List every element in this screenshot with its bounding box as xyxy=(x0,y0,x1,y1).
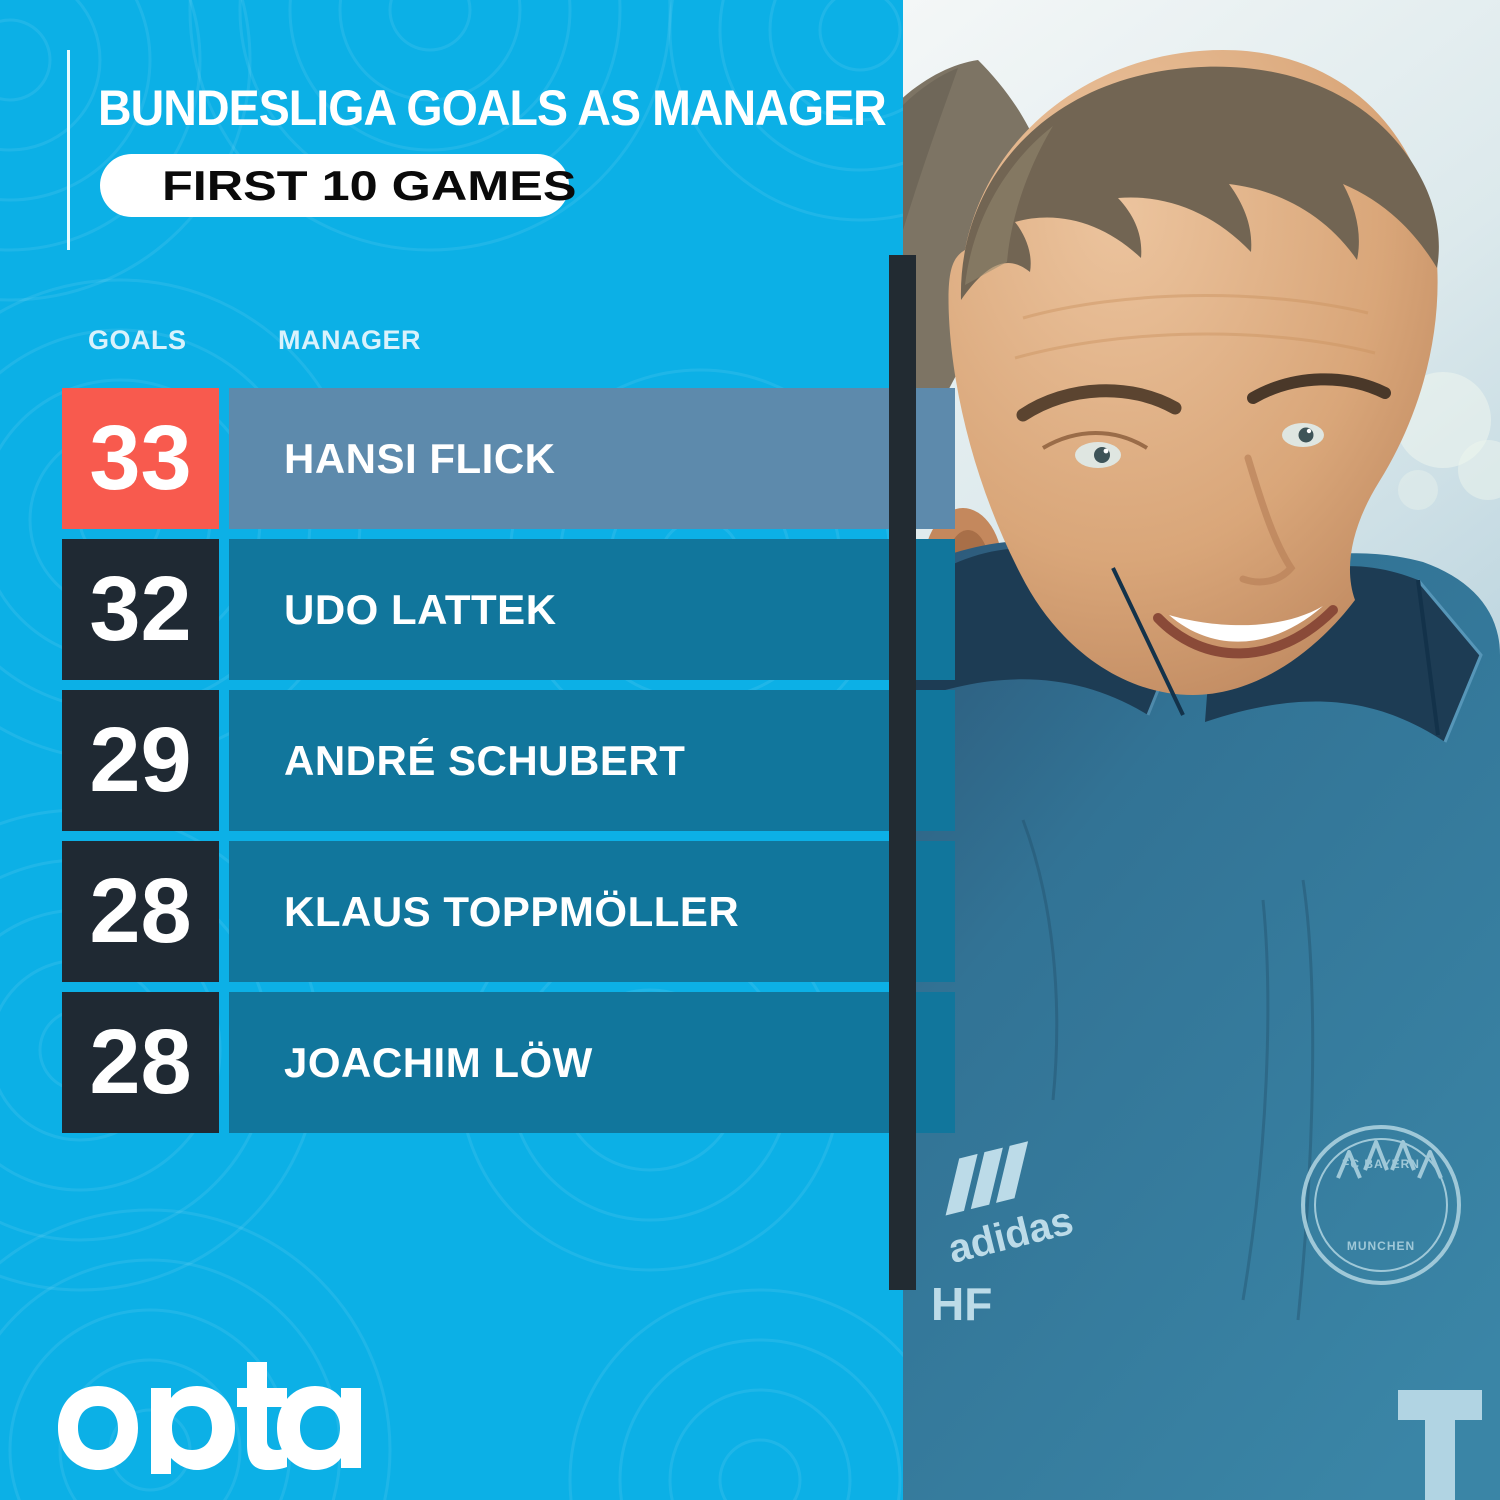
svg-text:HF: HF xyxy=(931,1278,992,1330)
svg-text:MUNCHEN: MUNCHEN xyxy=(1347,1239,1415,1253)
